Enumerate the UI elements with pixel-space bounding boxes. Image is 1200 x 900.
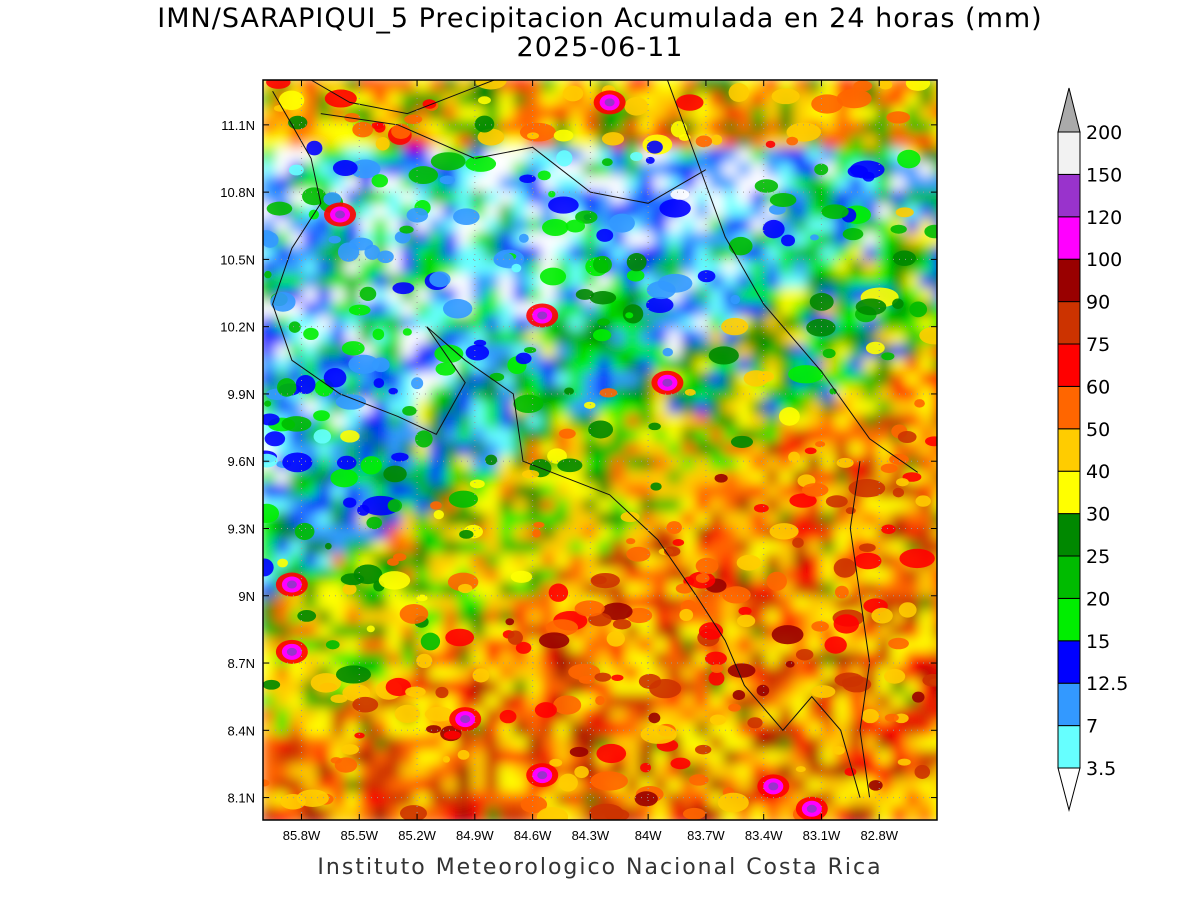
lat-tick-label: 8.4N [228,723,255,738]
legend-swatch [1057,640,1081,684]
legend-swatch [1057,682,1081,727]
legend-swatch [1057,343,1081,387]
legend-level-label: 15 [1086,631,1110,653]
lon-tick-label: 82.8W [860,828,898,843]
legend-swatch [1057,385,1081,430]
legend-swatch [1057,470,1081,515]
lon-tick-label: 85.5W [340,828,378,843]
lon-tick-label: 83.1W [803,828,841,843]
legend-level-label: 3.5 [1086,758,1116,780]
lon-tick-label: 85.8W [283,828,321,843]
lon-tick-label: 83.7W [687,828,725,843]
grid-lines [263,80,937,820]
legend-level-label: 120 [1086,207,1122,229]
lat-tick-label: 9.6N [228,454,255,469]
lon-tick-label: 84W [635,828,662,843]
lat-tick-label: 8.7N [228,656,255,671]
lon-tick-label: 84.9W [456,828,494,843]
pacific-coastline [272,90,861,798]
longitude-axis: 85.8W 85.5W 85.2W 84.9W 84.6W 84.3W 84W 83.7W 83… [283,80,899,843]
map-title: IMN/SARAPIQUI_5 Precipitacion Acumulada … [157,3,1043,34]
panama-border [849,461,871,798]
legend-swatch [1057,428,1081,472]
precipitation-field [263,80,937,820]
map-date: 2025-06-11 [516,32,684,63]
lat-tick-label: 11.1N [221,118,255,133]
legend-level-label: 60 [1086,376,1110,398]
legend-level-label: 30 [1086,504,1110,526]
legend-swatch [1057,173,1081,218]
legend-swatch [1057,597,1081,642]
caribbean-coastline [666,80,918,473]
lat-tick-label: 9.3N [228,521,255,536]
footer-credit: Instituto Meteorologico Nacional Costa R… [317,855,883,880]
legend-level-label: 40 [1086,461,1110,483]
legend-level-label: 90 [1086,292,1110,314]
legend-level-label: 200 [1086,122,1122,144]
legend-swatch [1057,725,1081,769]
legend-swatch [1057,216,1081,260]
legend-swatch [1057,301,1081,345]
legend-max-arrow [1057,87,1081,133]
color-legend: 3.5 7 12.5 15 20 25 30 40 50 60 75 90 100 120 150 200 [1057,87,1128,812]
lake-nicaragua-shore [310,80,495,115]
legend-level-label: 7 [1086,716,1098,738]
lat-tick-label: 10.2N [220,320,255,335]
coastline [272,80,918,798]
legend-min-arrow [1057,767,1081,812]
legend-level-label: 100 [1086,249,1122,271]
legend-level-label: 50 [1086,419,1110,441]
latitude-axis: 8.1N 8.4N 8.7N 9N 9.3N 9.6N 9.9N 10.2N 10.5N 10.8… [220,118,937,806]
lon-tick-label: 85.2W [398,828,436,843]
legend-level-label: 75 [1086,334,1110,356]
legend-swatch [1057,131,1081,175]
lon-tick-label: 83.4W [745,828,783,843]
lon-tick-label: 84.6W [514,828,552,843]
lat-tick-label: 10.8N [220,185,255,200]
legend-level-label: 150 [1086,164,1122,186]
legend-swatch [1057,555,1081,599]
legend-level-label: 20 [1086,588,1110,610]
lat-tick-label: 10.5N [220,252,255,267]
lon-tick-label: 84.3W [572,828,610,843]
legend-swatch [1057,513,1081,557]
lat-tick-label: 9N [238,589,255,604]
legend-level-label: 12.5 [1086,673,1128,695]
nicaragua-border [320,113,707,204]
plot-frame [262,79,938,821]
lat-tick-label: 8.1N [228,791,255,806]
legend-level-label: 25 [1086,546,1110,568]
lat-tick-label: 9.9N [228,387,255,402]
legend-swatch [1057,258,1081,303]
